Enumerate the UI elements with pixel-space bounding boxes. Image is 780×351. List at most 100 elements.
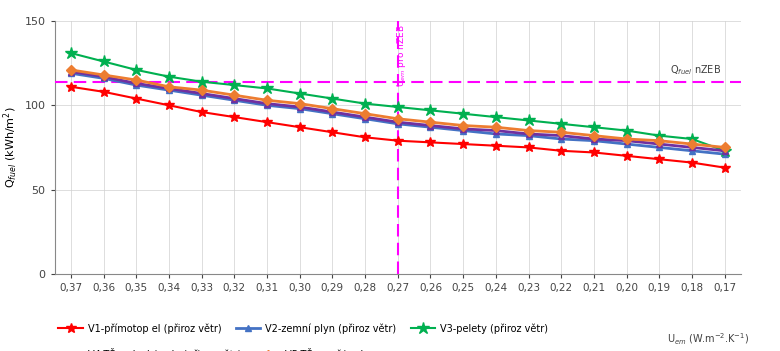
V4-TČ vzduch/voda (přiroz větr) — [524, 132, 534, 136]
V5-TČ země/voda — [197, 88, 207, 92]
V3-pelety (přiroz větr) — [687, 137, 697, 141]
Legend: V4-TČ vzduch/voda (přiroz větr), V5-TČ země/voda: V4-TČ vzduch/voda (přiroz větr), V5-TČ z… — [55, 345, 373, 351]
Line: V3-pelety (přiroz větr): V3-pelety (přiroz větr) — [65, 47, 731, 157]
V3-pelety (přiroz větr) — [99, 59, 108, 64]
V2-zemní plyn (přiroz větr) — [295, 107, 304, 111]
V5-TČ země/voda — [295, 101, 304, 106]
V5-TČ země/voda — [622, 137, 631, 141]
V3-pelety (přiroz větr) — [328, 97, 337, 101]
Text: U$_{em}$ (W.m$^{-2}$.K$^{-1}$): U$_{em}$ (W.m$^{-2}$.K$^{-1}$) — [667, 332, 749, 347]
V1-přímotop el (přiroz větr) — [589, 150, 598, 154]
V5-TČ země/voda — [360, 112, 370, 116]
V5-TČ země/voda — [524, 128, 534, 133]
V4-TČ vzduch/voda (přiroz větr) — [132, 81, 141, 86]
V4-TČ vzduch/voda (přiroz větr) — [393, 120, 402, 124]
V5-TČ země/voda — [720, 145, 729, 150]
V3-pelety (přiroz větr) — [295, 91, 304, 95]
V1-přímotop el (přiroz větr) — [524, 145, 534, 150]
V3-pelety (přiroz větr) — [229, 83, 239, 87]
V4-TČ vzduch/voda (přiroz větr) — [720, 149, 729, 153]
V5-TČ země/voda — [459, 124, 468, 128]
Line: V4-TČ vzduch/voda (přiroz větr): V4-TČ vzduch/voda (přiroz větr) — [68, 68, 728, 154]
V2-zemní plyn (přiroz větr) — [687, 149, 697, 153]
V5-TČ země/voda — [165, 85, 174, 89]
V2-zemní plyn (přiroz větr) — [99, 76, 108, 80]
V2-zemní plyn (přiroz větr) — [328, 112, 337, 116]
V5-TČ země/voda — [426, 120, 435, 124]
V1-přímotop el (přiroz větr) — [426, 140, 435, 145]
V4-TČ vzduch/voda (přiroz větr) — [459, 127, 468, 131]
V5-TČ země/voda — [589, 133, 598, 138]
V5-TČ země/voda — [328, 107, 337, 111]
V2-zemní plyn (přiroz větr) — [459, 128, 468, 133]
V3-pelety (přiroz větr) — [654, 133, 664, 138]
V4-TČ vzduch/voda (přiroz větr) — [262, 101, 271, 106]
V2-zemní plyn (přiroz větr) — [197, 93, 207, 97]
V1-přímotop el (přiroz větr) — [262, 120, 271, 124]
Y-axis label: Q$_{fuel}$ (kWh/m$^{2}$): Q$_{fuel}$ (kWh/m$^{2}$) — [2, 107, 20, 188]
V4-TČ vzduch/voda (přiroz větr) — [66, 69, 76, 74]
Text: Q$_{fuel}$ nZEB: Q$_{fuel}$ nZEB — [670, 63, 722, 77]
V2-zemní plyn (přiroz větr) — [720, 152, 729, 156]
V2-zemní plyn (přiroz větr) — [426, 125, 435, 129]
V1-přímotop el (přiroz větr) — [654, 157, 664, 161]
V3-pelety (přiroz větr) — [426, 108, 435, 112]
V2-zemní plyn (přiroz větr) — [589, 139, 598, 143]
Line: V1-přímotop el (přiroz větr): V1-přímotop el (přiroz větr) — [66, 82, 729, 172]
V5-TČ země/voda — [491, 125, 501, 129]
V1-přímotop el (přiroz větr) — [99, 90, 108, 94]
V2-zemní plyn (přiroz větr) — [132, 83, 141, 87]
Text: U$_{em}$ pro nZEB: U$_{em}$ pro nZEB — [395, 25, 408, 87]
V1-přímotop el (přiroz větr) — [165, 103, 174, 107]
V4-TČ vzduch/voda (přiroz větr) — [99, 74, 108, 79]
V4-TČ vzduch/voda (přiroz větr) — [360, 115, 370, 119]
V2-zemní plyn (přiroz větr) — [229, 98, 239, 102]
V2-zemní plyn (přiroz větr) — [66, 71, 76, 75]
V3-pelety (přiroz větr) — [589, 125, 598, 129]
V3-pelety (přiroz větr) — [393, 105, 402, 109]
V5-TČ země/voda — [132, 78, 141, 82]
V3-pelety (přiroz větr) — [622, 128, 631, 133]
V1-přímotop el (přiroz větr) — [687, 160, 697, 165]
V3-pelety (přiroz větr) — [66, 51, 76, 55]
V1-přímotop el (přiroz větr) — [295, 125, 304, 129]
V1-přímotop el (přiroz větr) — [459, 142, 468, 146]
V2-zemní plyn (přiroz větr) — [491, 132, 501, 136]
V3-pelety (přiroz větr) — [524, 118, 534, 122]
V3-pelety (přiroz větr) — [165, 74, 174, 79]
V2-zemní plyn (přiroz větr) — [393, 122, 402, 126]
V4-TČ vzduch/voda (přiroz větr) — [426, 124, 435, 128]
V3-pelety (přiroz větr) — [132, 68, 141, 72]
V3-pelety (přiroz větr) — [360, 101, 370, 106]
V5-TČ země/voda — [66, 68, 76, 72]
V1-přímotop el (přiroz větr) — [393, 139, 402, 143]
V3-pelety (přiroz větr) — [197, 80, 207, 84]
V5-TČ země/voda — [229, 93, 239, 97]
V2-zemní plyn (přiroz větr) — [262, 103, 271, 107]
V3-pelety (přiroz větr) — [491, 115, 501, 119]
V4-TČ vzduch/voda (přiroz větr) — [328, 110, 337, 114]
V1-přímotop el (přiroz větr) — [491, 144, 501, 148]
V4-TČ vzduch/voda (přiroz větr) — [557, 133, 566, 138]
V1-přímotop el (přiroz větr) — [197, 110, 207, 114]
V4-TČ vzduch/voda (přiroz větr) — [295, 105, 304, 109]
V1-přímotop el (přiroz větr) — [557, 149, 566, 153]
Line: V2-zemní plyn (přiroz větr): V2-zemní plyn (přiroz větr) — [68, 70, 728, 158]
V2-zemní plyn (přiroz větr) — [622, 142, 631, 146]
V5-TČ země/voda — [262, 98, 271, 102]
V4-TČ vzduch/voda (přiroz větr) — [165, 86, 174, 91]
Line: V5-TČ země/voda: V5-TČ země/voda — [68, 66, 728, 151]
V5-TČ země/voda — [393, 117, 402, 121]
V1-přímotop el (přiroz větr) — [66, 85, 76, 89]
V3-pelety (přiroz větr) — [262, 86, 271, 91]
V4-TČ vzduch/voda (přiroz větr) — [654, 142, 664, 146]
V5-TČ země/voda — [99, 73, 108, 77]
V4-TČ vzduch/voda (přiroz větr) — [197, 91, 207, 95]
V2-zemní plyn (přiroz větr) — [524, 133, 534, 138]
V3-pelety (přiroz větr) — [459, 112, 468, 116]
V4-TČ vzduch/voda (přiroz větr) — [229, 97, 239, 101]
V2-zemní plyn (přiroz větr) — [360, 117, 370, 121]
V1-přímotop el (přiroz větr) — [360, 135, 370, 139]
V1-přímotop el (přiroz větr) — [720, 166, 729, 170]
V4-TČ vzduch/voda (přiroz větr) — [687, 145, 697, 150]
